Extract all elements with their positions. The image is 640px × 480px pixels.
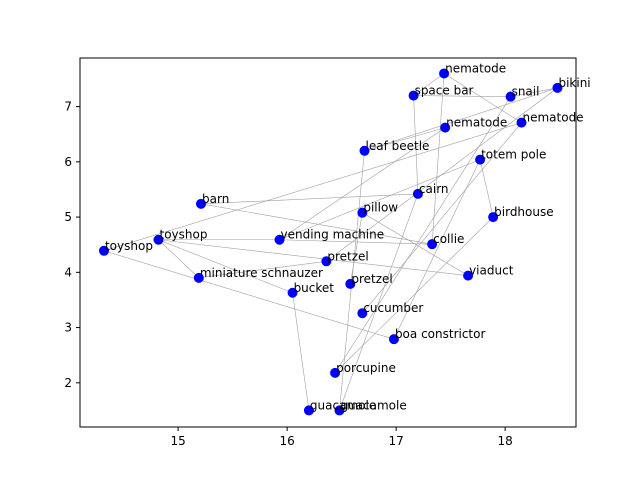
point-label: snail <box>512 85 540 99</box>
data-point <box>196 198 207 209</box>
data-point <box>98 245 109 256</box>
edge-line <box>350 212 363 284</box>
point-label: nematode <box>522 111 583 125</box>
edge-line <box>413 95 419 194</box>
data-point <box>388 334 399 345</box>
point-labels-layer: toyshop toyshop barn miniature schnauzer ven… <box>105 61 591 412</box>
y-axis: 2 3 4 5 6 7 <box>64 100 80 390</box>
point-label: nematode <box>446 116 507 130</box>
data-point <box>359 145 370 156</box>
edge-line <box>334 96 511 374</box>
data-point <box>357 207 368 218</box>
data-point <box>274 234 285 245</box>
data-point <box>303 405 314 416</box>
edge-line <box>103 250 395 340</box>
y-tick-label: 4 <box>64 265 72 279</box>
edge-line <box>292 292 310 411</box>
edge-line <box>362 122 522 314</box>
data-point <box>440 122 451 133</box>
y-tick-label: 3 <box>64 321 72 335</box>
edge-line <box>158 239 293 294</box>
x-tick-label: 16 <box>279 434 294 448</box>
edge-line <box>413 73 445 96</box>
edge-line <box>158 239 469 276</box>
data-point <box>516 117 527 128</box>
y-tick-label: 6 <box>64 155 72 169</box>
data-point <box>427 239 438 250</box>
point-label: vending machine <box>280 228 384 242</box>
edge-line <box>279 159 481 241</box>
edge-line <box>200 193 418 205</box>
point-label: leaf beetle <box>366 139 430 153</box>
x-tick-label: 18 <box>498 434 513 448</box>
data-point <box>357 308 368 319</box>
edge-line <box>103 122 522 252</box>
data-point <box>505 91 516 102</box>
y-tick-label: 7 <box>64 100 72 114</box>
data-point <box>412 188 423 199</box>
edge-line <box>443 73 522 123</box>
edge-line <box>339 193 419 411</box>
edge-line <box>364 127 446 152</box>
edge-line <box>479 159 494 218</box>
data-point <box>488 212 499 223</box>
edge-line <box>431 73 445 245</box>
point-label: bucket <box>294 281 335 295</box>
edge-line <box>334 216 494 374</box>
point-label: pretzel <box>327 249 368 263</box>
plot-area-frame <box>79 57 577 428</box>
y-tick-label: 5 <box>64 210 72 224</box>
point-label: cairn <box>419 182 449 196</box>
x-axis: 15 16 17 18 <box>170 427 513 448</box>
point-label: toyshop <box>159 228 207 242</box>
point-label: bikini <box>558 76 590 90</box>
point-label: guacamole <box>310 398 376 412</box>
point-label: porcupine <box>336 361 396 375</box>
edge-line <box>362 212 469 276</box>
point-label: totem pole <box>481 148 546 162</box>
edge-line <box>510 87 558 97</box>
x-tick-label: 15 <box>170 434 185 448</box>
edge-line <box>198 260 327 279</box>
data-point <box>153 234 164 245</box>
data-point <box>330 367 341 378</box>
point-label: pillow <box>363 201 398 215</box>
data-point <box>475 154 486 165</box>
data-point <box>439 68 450 79</box>
edge-line <box>158 239 200 279</box>
data-point <box>321 256 332 267</box>
point-label: guacamole <box>340 398 406 412</box>
point-label: space bar <box>415 84 474 98</box>
edges-layer <box>103 73 558 411</box>
points-layer <box>98 68 563 416</box>
data-point <box>193 272 204 283</box>
edge-line <box>200 203 433 245</box>
point-label: nematode <box>445 61 506 75</box>
point-label: toyshop <box>105 239 153 253</box>
point-label: barn <box>202 192 229 206</box>
data-point <box>287 287 298 298</box>
y-tick-label: 2 <box>64 376 72 390</box>
edge-line <box>279 127 446 240</box>
edge-line <box>413 95 511 97</box>
data-point <box>552 82 563 93</box>
point-label: birdhouse <box>494 205 553 219</box>
point-label: viaduct <box>469 264 514 278</box>
data-point <box>408 90 419 101</box>
edge-line <box>364 87 558 152</box>
point-label: boa constrictor <box>395 327 486 341</box>
point-label: pretzel <box>351 272 392 286</box>
data-point <box>345 278 356 289</box>
data-point <box>334 405 345 416</box>
point-label: collie <box>433 232 464 246</box>
data-point <box>463 270 474 281</box>
point-label: miniature schnauzer <box>200 266 323 280</box>
point-label: cucumber <box>363 301 423 315</box>
edge-line <box>393 159 481 340</box>
x-tick-label: 17 <box>388 434 403 448</box>
